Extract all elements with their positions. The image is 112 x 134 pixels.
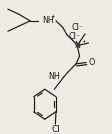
Text: Cl⁻: Cl⁻ [68, 32, 80, 41]
Text: +: + [81, 39, 86, 44]
Text: Cl⁻: Cl⁻ [72, 23, 84, 32]
Text: Cl: Cl [51, 125, 60, 134]
Text: NH: NH [48, 72, 60, 81]
Text: +: + [50, 14, 55, 19]
Text: NH: NH [43, 16, 54, 25]
Text: N: N [74, 41, 80, 50]
Text: O: O [88, 58, 94, 67]
